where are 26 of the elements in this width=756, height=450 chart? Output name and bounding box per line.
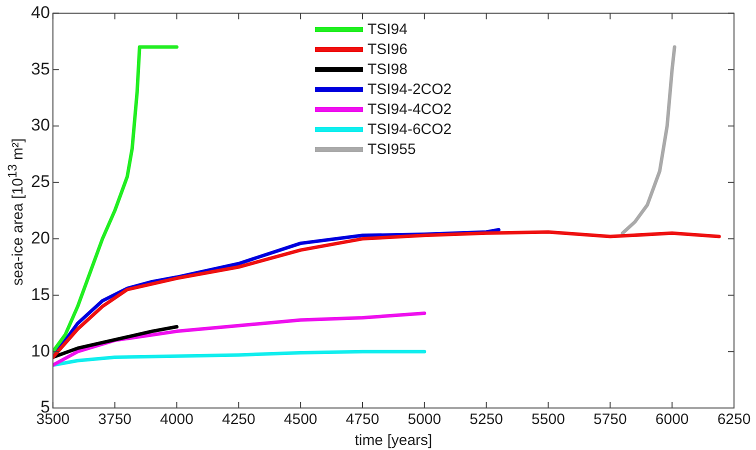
x-tick-label: 6000 (655, 411, 689, 428)
legend-label: TSI94-6CO2 (367, 120, 452, 138)
y-tick-label: 15 (30, 284, 50, 304)
x-tick-label: 6250 (717, 411, 751, 428)
legend-label: TSI955 (367, 140, 416, 158)
x-tick-label: 5500 (532, 411, 565, 428)
legend-label: TSI94-4CO2 (367, 100, 452, 118)
x-tick-label: 5750 (593, 411, 627, 428)
x-tick-label: 4750 (346, 411, 380, 428)
y-tick-label: 20 (30, 228, 50, 248)
x-tick-label: 5250 (470, 411, 504, 428)
legend-label: TSI94-2CO2 (367, 80, 452, 98)
legend-label: TSI94 (367, 20, 408, 38)
y-tick-label: 10 (30, 341, 50, 360)
x-tick-label: 4500 (284, 411, 318, 428)
y-tick-label: 35 (30, 59, 50, 78)
y-tick-label: 25 (30, 172, 50, 192)
x-tick-label: 4000 (160, 411, 194, 428)
x-tick-label: 3750 (98, 411, 132, 428)
legend-label: TSI96 (367, 40, 408, 58)
y-tick-label: 40 (30, 2, 50, 22)
legend-label: TSI98 (367, 60, 408, 78)
x-tick-label: 4250 (222, 411, 256, 428)
x-axis-title: time [years] (354, 432, 432, 450)
y-tick-label: 30 (30, 116, 50, 135)
x-tick-label: 5000 (408, 411, 442, 428)
